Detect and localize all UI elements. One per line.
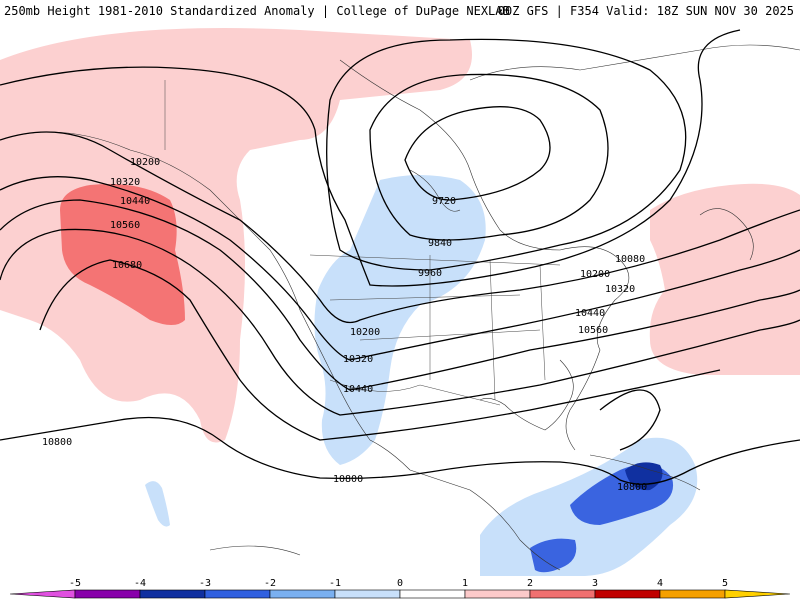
contour-10800	[0, 416, 800, 485]
contour-10200	[0, 131, 800, 324]
contour-9960	[326, 38, 687, 271]
contour-10560	[0, 228, 800, 416]
legend-tick: -5	[69, 578, 81, 589]
contour-label: 10440	[575, 308, 605, 319]
legend-swatch	[529, 589, 596, 599]
contour-label: 10560	[578, 325, 608, 336]
contour-label: 10800	[333, 474, 363, 485]
contour-label: 10800	[617, 482, 647, 493]
legend-tick: 2	[527, 578, 533, 589]
contour-10080	[0, 29, 741, 287]
map-header: 250mb Height 1981-2010 Standardized Anom…	[0, 0, 800, 24]
negative-anomaly-central-america	[530, 538, 577, 573]
legend-tick: -2	[264, 578, 276, 589]
contour-label: 10440	[343, 384, 373, 395]
legend-tick-labels: -5 -4 -3 -2 -1 0 1 2 3 4 5	[69, 578, 728, 589]
legend-swatch	[399, 589, 466, 599]
contour-label: 9720	[432, 196, 456, 207]
model-run-info: 00Z GFS | F354 Valid: 18Z SUN NOV 30 202…	[497, 4, 794, 18]
legend-tick: 1	[462, 578, 468, 589]
contour-label: 9960	[418, 268, 442, 279]
legend-swatch	[204, 589, 271, 599]
legend-swatch	[594, 589, 661, 599]
legend-tick: -1	[329, 578, 341, 589]
legend-swatch	[334, 589, 401, 599]
legend-tick: -3	[199, 578, 211, 589]
legend-swatch	[659, 589, 726, 599]
legend-tick: 0	[397, 578, 403, 589]
contour-label: 10800	[42, 437, 72, 448]
contour-10680	[39, 259, 721, 441]
positive-anomaly-atlantic	[649, 183, 800, 375]
contour-label: 10560	[110, 220, 140, 231]
legend-tick: 4	[657, 578, 663, 589]
anomaly-colorbar: -5 -4 -3 -2 -1 0 1 2 3 4 5	[0, 576, 800, 600]
contour-label: 10200	[130, 157, 160, 168]
contour-label: 9840	[428, 238, 452, 249]
legend-tick: 5	[722, 578, 728, 589]
contour-10440	[0, 199, 800, 391]
contour-label: 10200	[350, 327, 380, 338]
legend-swatch	[464, 589, 531, 599]
positive-anomaly-pacific-light	[0, 28, 472, 443]
contour-9840	[369, 73, 609, 241]
contour-10320	[0, 176, 800, 361]
contour-label: 10680	[112, 260, 142, 271]
map-title: 250mb Height 1981-2010 Standardized Anom…	[4, 4, 510, 18]
contour-label: 10320	[343, 354, 373, 365]
negative-anomaly-west	[314, 175, 486, 465]
legend-tick: -4	[134, 578, 146, 589]
coastlines	[0, 44, 800, 571]
legend-swatch	[9, 589, 76, 599]
anomaly-map: 10200 10320 10440 10560 10680 9720 9840 …	[0, 24, 800, 576]
positive-anomaly-pacific-core	[60, 184, 185, 325]
contour-label: 10320	[605, 284, 635, 295]
height-contours	[0, 29, 800, 485]
contour-labels: 10200 10320 10440 10560 10680 9720 9840 …	[42, 157, 647, 493]
contour-label: 10440	[120, 196, 150, 207]
legend-swatch	[74, 589, 141, 599]
political-borders	[164, 80, 561, 406]
legend-swatch	[139, 589, 206, 599]
legend-color-swatches	[9, 589, 791, 599]
contour-label: 10320	[110, 177, 140, 188]
negative-anomaly-hawaii	[145, 481, 170, 527]
contour-9720	[404, 106, 551, 201]
contour-label: 10200	[580, 269, 610, 280]
contour-label: 10080	[615, 254, 645, 265]
legend-tick: 3	[592, 578, 598, 589]
legend-swatch	[269, 589, 336, 599]
legend-swatch	[724, 589, 791, 599]
